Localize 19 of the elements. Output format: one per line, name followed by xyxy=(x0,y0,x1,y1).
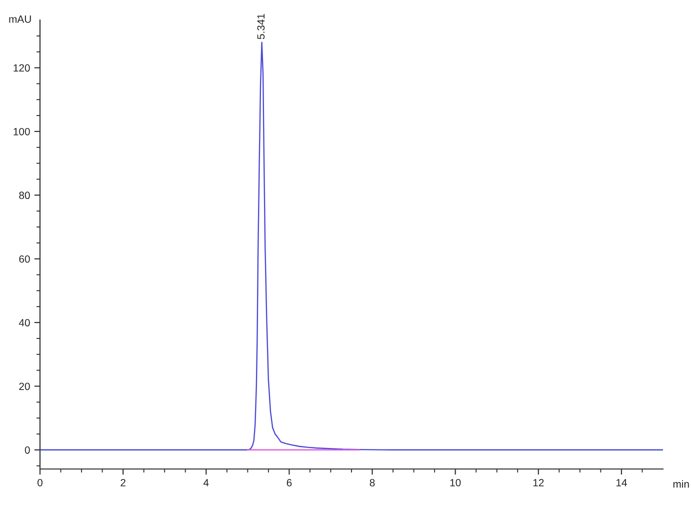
annotation: 5.341 xyxy=(257,14,265,40)
x-axis-title: min xyxy=(673,480,689,488)
y-tick-label: 120 xyxy=(14,64,30,72)
x-tick-label: 6 xyxy=(286,478,292,486)
y-tick-label: 60 xyxy=(19,255,30,263)
x-tick-label: 4 xyxy=(203,479,209,486)
y-tick-label: 80 xyxy=(19,192,30,200)
x-tick-label: 12 xyxy=(533,478,544,486)
y-axis-title: mAU xyxy=(9,16,31,23)
y-tick-label: 20 xyxy=(19,382,30,390)
y-tick-label: 0 xyxy=(24,446,30,454)
x-tick-label: 10 xyxy=(450,478,461,486)
line-series xyxy=(40,42,663,450)
x-tick-label: 0 xyxy=(38,478,42,486)
y-tick-label: 40 xyxy=(18,319,30,326)
y-tick-label: 100 xyxy=(14,128,30,136)
x-tick-label: 14 xyxy=(616,479,627,486)
x-tick-label: 2 xyxy=(120,478,126,486)
x-tick-label: 8 xyxy=(370,478,375,486)
